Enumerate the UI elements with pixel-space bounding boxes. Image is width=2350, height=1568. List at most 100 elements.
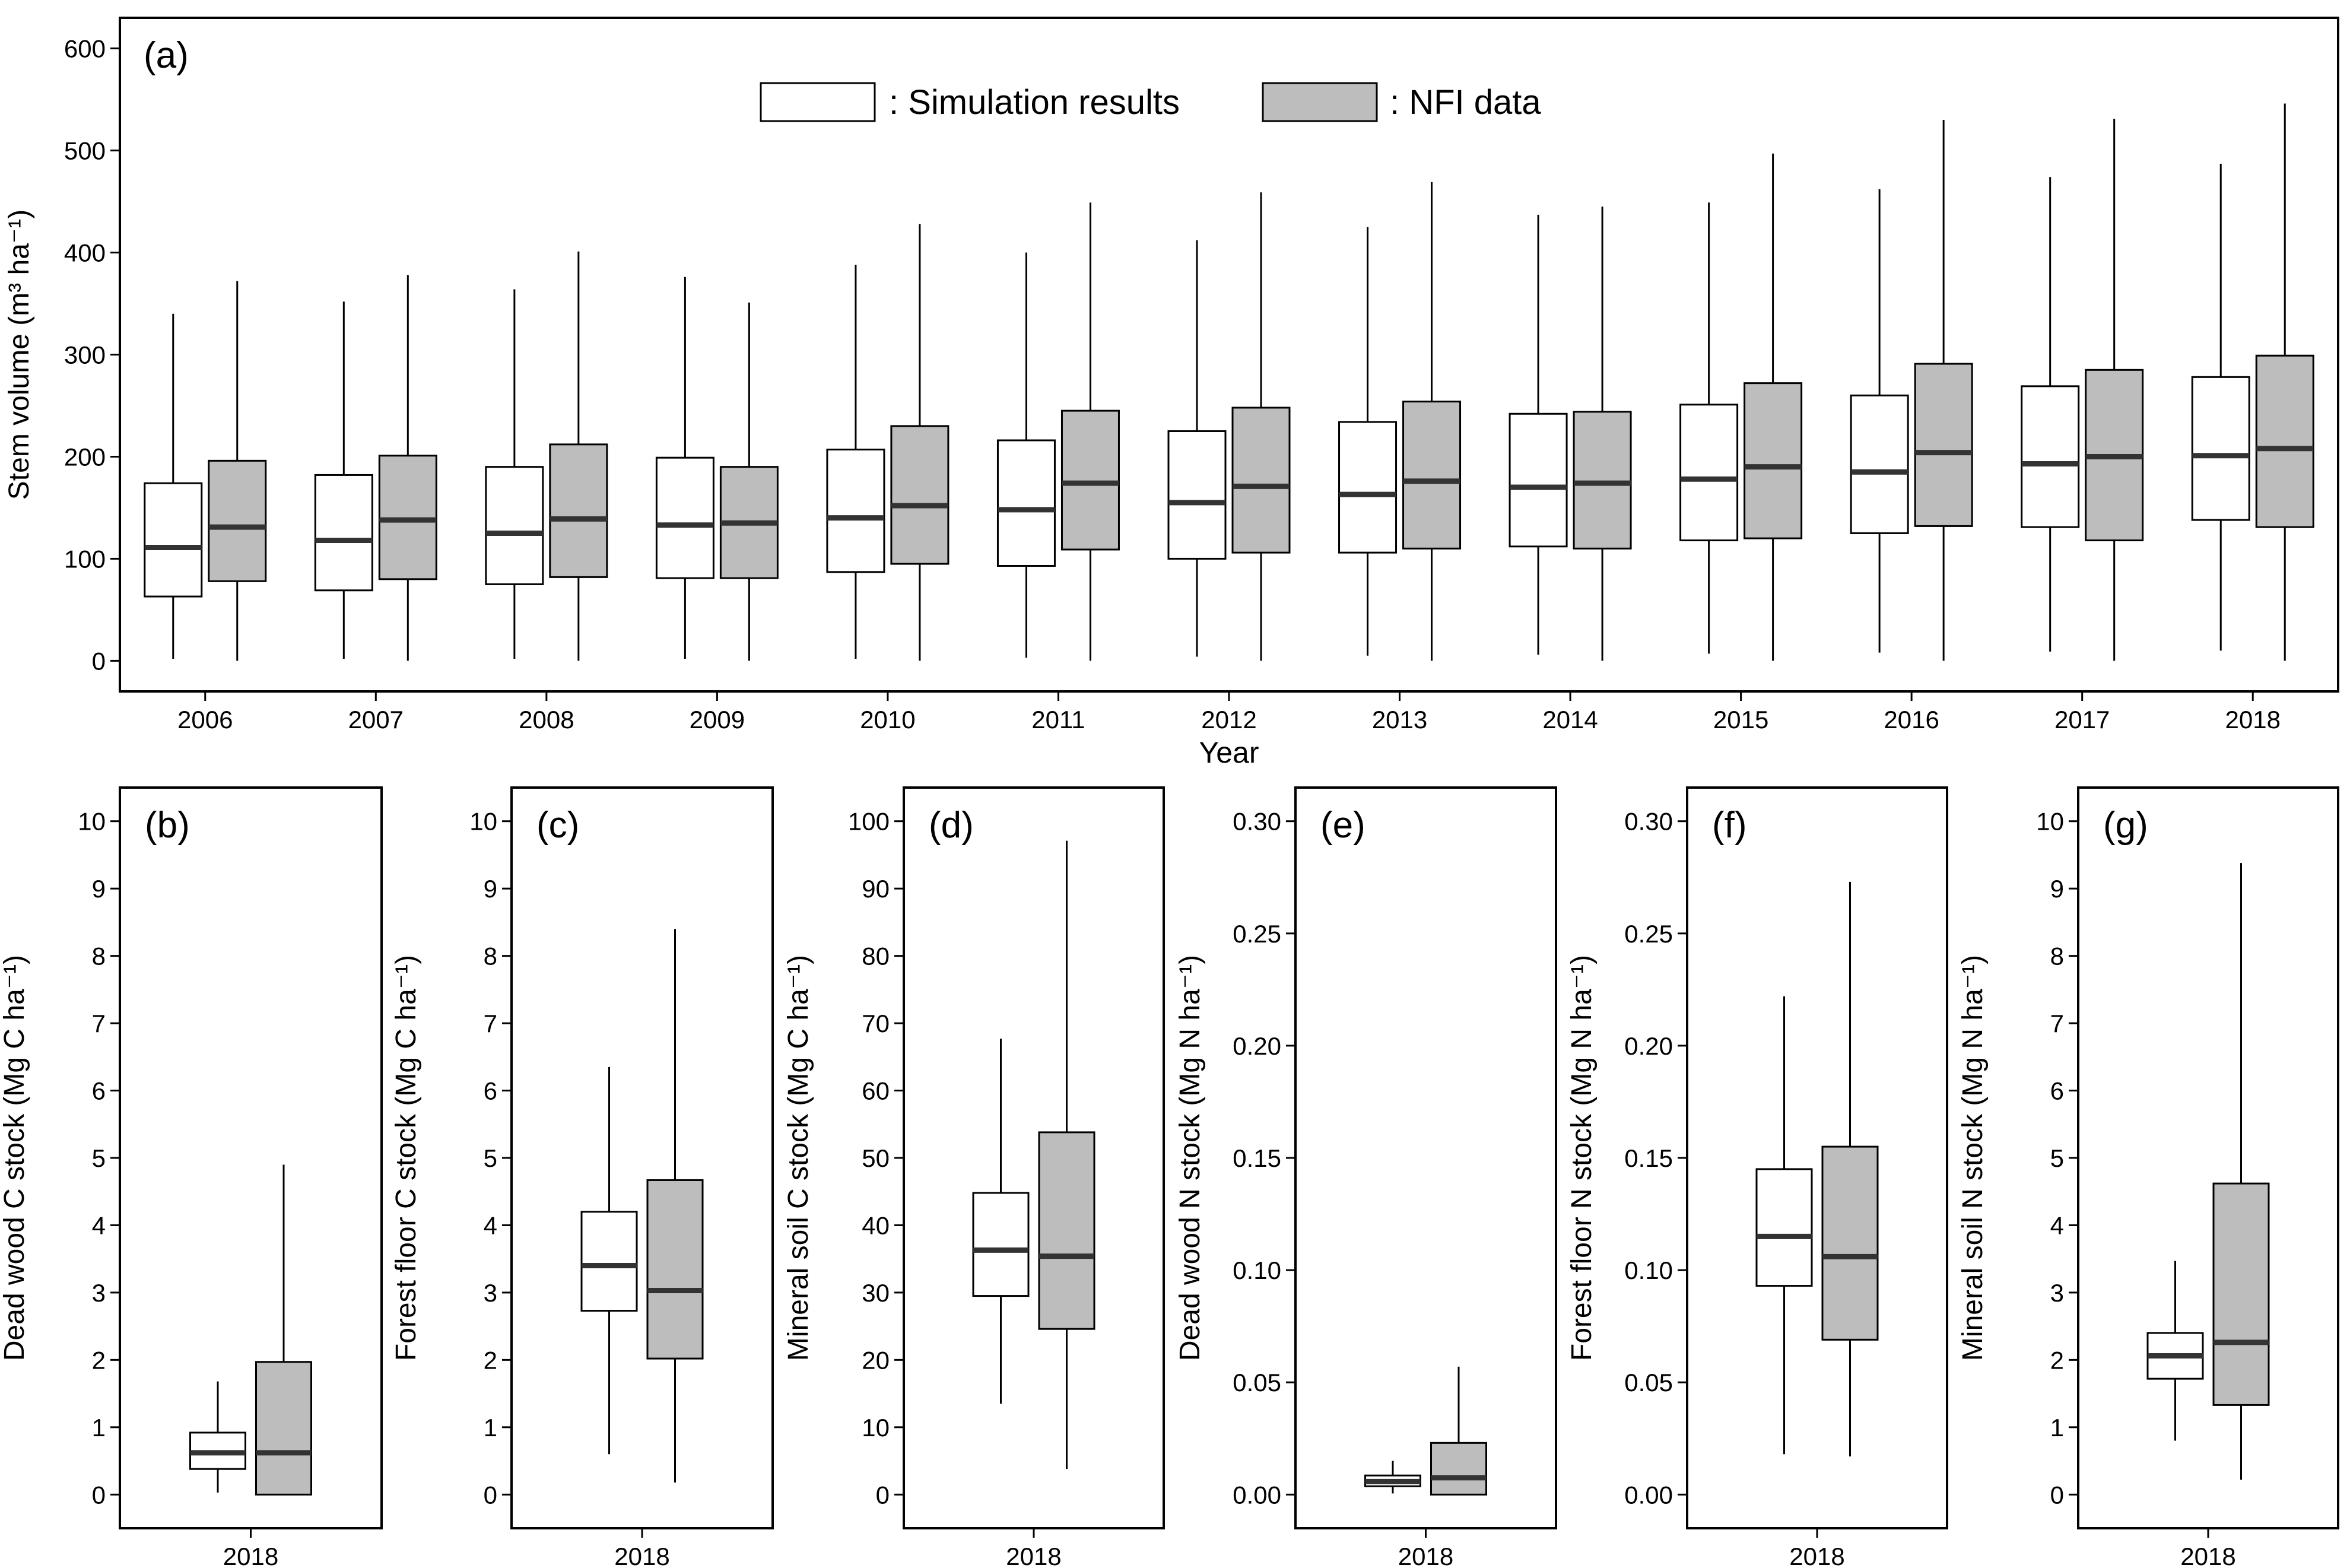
y-tick-label: 2	[92, 1346, 106, 1374]
x-tick-label: 2013	[1372, 706, 1427, 734]
y-tick-label: 9	[2050, 875, 2064, 903]
box-simulation	[1679, 202, 1739, 654]
box-iqr	[1430, 1442, 1487, 1496]
y-tick-label: 4	[484, 1211, 497, 1239]
x-tick-label: 2016	[1884, 706, 1939, 734]
y-axis-label: Dead wood N stock (Mg N ha⁻¹)	[1174, 955, 1206, 1361]
plot-frame	[510, 786, 774, 1529]
box-iqr	[1679, 404, 1739, 541]
y-tick-label: 3	[2050, 1279, 2064, 1307]
box-iqr	[646, 1179, 704, 1360]
y-tick-label: 6	[484, 1077, 497, 1105]
y-tick-label: 200	[64, 443, 106, 471]
box-iqr	[1038, 1131, 1095, 1330]
box-nfi	[378, 275, 437, 661]
x-tick-label: 2018	[1789, 1542, 1844, 1568]
box-iqr	[1060, 410, 1120, 551]
box-simulation	[2146, 1261, 2204, 1441]
y-tick-label: 6	[92, 1077, 106, 1105]
y-tick-label: 90	[862, 875, 890, 903]
y-tick-label: 1	[92, 1414, 106, 1442]
box-iqr	[1231, 407, 1291, 554]
box-simulation	[1167, 240, 1227, 657]
y-tick-label: 10	[469, 808, 497, 836]
y-tick-label: 60	[862, 1077, 890, 1105]
legend-label-simulation: : Simulation results	[889, 83, 1180, 122]
box-simulation	[144, 313, 203, 659]
y-tick-label: 8	[2050, 942, 2064, 970]
box-iqr	[1338, 421, 1398, 554]
y-tick-label: 4	[2050, 1211, 2064, 1239]
y-tick-label: 7	[484, 1010, 497, 1037]
y-tick-label: 3	[92, 1279, 106, 1307]
box-iqr	[890, 425, 949, 565]
legend-swatch-simulation	[760, 82, 876, 122]
box-simulation	[2191, 163, 2250, 651]
panel-label: (f)	[1712, 805, 1747, 846]
y-axis-label: Forest floor N stock (Mg N ha⁻¹)	[1566, 955, 1598, 1361]
box-nfi	[1821, 881, 1879, 1456]
y-tick-label: 0.00	[1233, 1481, 1281, 1509]
box-simulation	[655, 277, 714, 659]
y-tick-label: 0.05	[1624, 1369, 1673, 1396]
box-simulation	[485, 289, 544, 659]
box-simulation	[1755, 996, 1813, 1455]
box-simulation	[826, 265, 885, 659]
panel-label: (b)	[145, 805, 190, 846]
box-iqr	[1167, 430, 1227, 560]
box-simulation	[1338, 227, 1398, 656]
y-tick-label: 0.15	[1233, 1144, 1281, 1172]
box-nfi	[1573, 207, 1632, 661]
y-tick-label: 5	[2050, 1144, 2064, 1172]
box-iqr	[549, 443, 608, 578]
box-nfi	[208, 281, 267, 661]
y-tick-label: 0.10	[1624, 1256, 1673, 1284]
y-tick-label: 0.30	[1624, 808, 1673, 836]
y-tick-label: 100	[848, 808, 890, 836]
y-tick-label: 7	[2050, 1010, 2064, 1037]
box-nfi	[1060, 202, 1120, 661]
panel-label: (e)	[1320, 805, 1365, 846]
x-tick-label: 2011	[1031, 706, 1085, 734]
y-tick-label: 40	[862, 1211, 890, 1239]
y-tick-label: 100	[64, 545, 106, 573]
box-simulation	[1509, 214, 1568, 655]
y-tick-label: 50	[862, 1144, 890, 1172]
y-tick-label: 1	[2050, 1414, 2064, 1442]
legend-swatch-nfi	[1262, 82, 1378, 122]
y-tick-label: 0	[92, 647, 106, 675]
box-simulation	[314, 301, 373, 659]
y-tick-label: 500	[64, 137, 106, 165]
box-simulation	[1850, 189, 1909, 653]
y-tick-label: 5	[484, 1144, 497, 1172]
box-nfi	[1744, 153, 1803, 661]
box-nfi	[646, 929, 704, 1483]
box-nfi	[1402, 182, 1462, 661]
box-simulation	[580, 1067, 638, 1455]
box-iqr	[1402, 401, 1462, 550]
plot-frame	[2077, 786, 2339, 1529]
y-axis-label: Stem volume (m³ ha⁻¹)	[4, 210, 35, 500]
y-tick-label: 400	[64, 239, 106, 267]
y-axis-label: Mineral soil N stock (Mg N ha⁻¹)	[1957, 955, 1989, 1361]
box-iqr	[485, 466, 544, 585]
plot-frame	[1294, 786, 1557, 1529]
x-tick-label: 2006	[177, 706, 233, 734]
plot-frame	[903, 786, 1165, 1529]
box-nfi	[1430, 1366, 1487, 1496]
y-tick-label: 2	[2050, 1346, 2064, 1374]
y-tick-label: 80	[862, 942, 890, 970]
x-tick-label: 2009	[690, 706, 745, 734]
box-nfi	[1231, 192, 1291, 661]
y-tick-label: 1	[484, 1414, 497, 1442]
box-nfi	[255, 1164, 312, 1496]
y-tick-label: 0	[2050, 1481, 2064, 1509]
y-tick-label: 6	[2050, 1077, 2064, 1105]
y-tick-label: 5	[92, 1144, 106, 1172]
y-tick-label: 0.20	[1233, 1032, 1281, 1060]
y-tick-label: 600	[64, 35, 106, 63]
y-axis-label: Dead wood C stock (Mg C ha⁻¹)	[0, 955, 30, 1361]
y-tick-label: 0.25	[1624, 920, 1673, 948]
y-tick-label: 0	[484, 1481, 497, 1509]
